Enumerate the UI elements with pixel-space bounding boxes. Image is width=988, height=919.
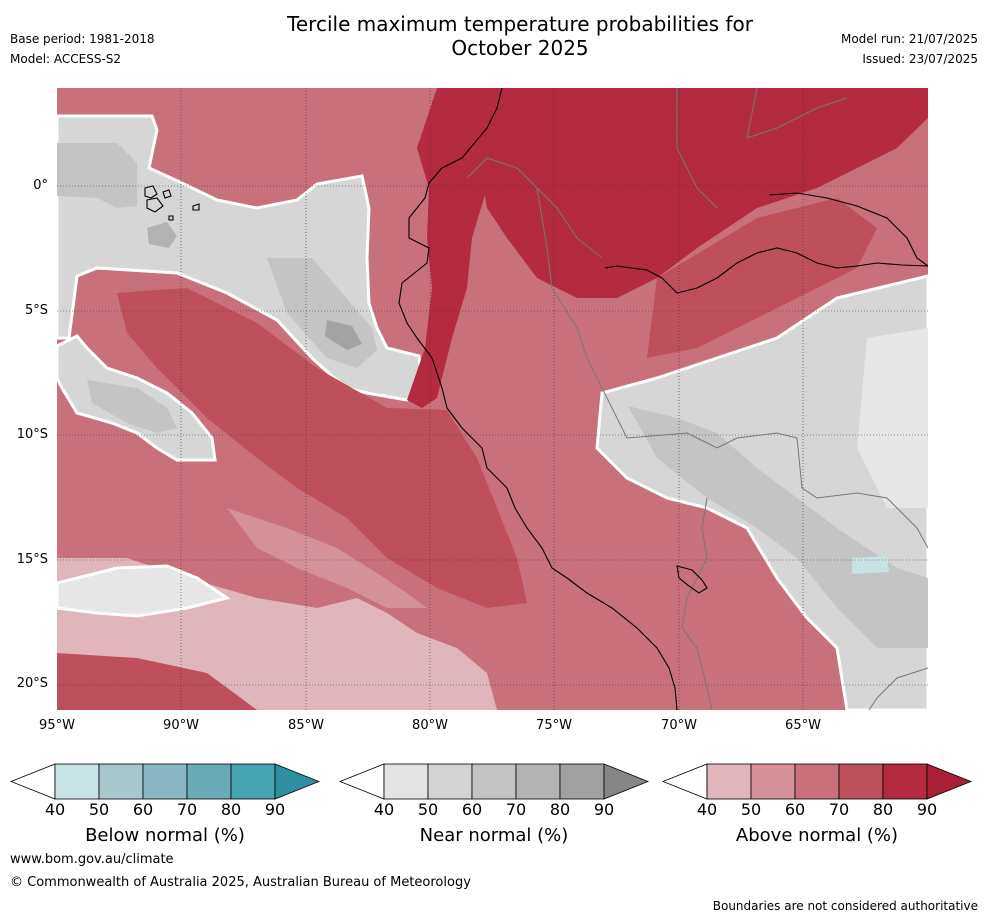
above-80-region-east [647, 198, 877, 358]
colorbar-below-segment-80 [230, 763, 276, 800]
lat-label-15s: 15°S [16, 552, 48, 567]
footer-disclaimer: Boundaries are not considered authoritat… [712, 899, 978, 913]
lon-label-95w: 95°W [39, 718, 75, 733]
near-normal-core-galapagos [147, 222, 177, 248]
above-50-region-south [227, 508, 427, 608]
colorbar-near-segment-80 [559, 763, 605, 800]
colorbar-above-segment-70 [838, 763, 884, 800]
graticule [57, 88, 928, 710]
meta-right: Model run: 21/07/2025 Issued: 23/07/2025 [841, 29, 978, 69]
near-normal-dark-offshore [325, 320, 362, 350]
colorbar-near-tick-90: 90 [593, 800, 615, 819]
issued-date: Issued: 23/07/2025 [862, 52, 978, 66]
lake-titicaca [676, 565, 708, 594]
colorbar-below-tick-60: 60 [132, 800, 154, 819]
colorbar-below-segment-60 [142, 763, 188, 800]
colorbar-above-tick-50: 50 [740, 800, 762, 819]
near-normal-region-southwest [57, 564, 231, 618]
colorbar-above-low-extend [662, 763, 708, 800]
footer-copyright: © Commonwealth of Australia 2025, Austra… [10, 875, 471, 890]
colorbar-near-segment-70 [515, 763, 561, 800]
above-80-band-offshore [117, 288, 527, 608]
below-normal-patch [852, 556, 889, 574]
colorbar-near-tick-50: 50 [417, 800, 439, 819]
near-normal-core-west [87, 380, 177, 433]
colorbar-above [662, 763, 972, 800]
colorbar-below-low-extend [10, 763, 56, 800]
colorbar-near-tick-40: 40 [373, 800, 395, 819]
colorbar-near-segment-60 [471, 763, 517, 800]
colorbar-above-tick-80: 80 [872, 800, 894, 819]
colorbar-near-tick-70: 70 [505, 800, 527, 819]
country-borders [466, 88, 928, 710]
lon-label-80w: 80°W [412, 718, 448, 733]
probability-map [57, 88, 928, 710]
colorbar-below-high-extend [274, 763, 320, 800]
colorbar-above-tick-70: 70 [828, 800, 850, 819]
colorbar-below-segment-40 [54, 763, 100, 800]
colorbar-below-segment-50 [98, 763, 144, 800]
colorbar-near-tick-60: 60 [461, 800, 483, 819]
model-name: Model: ACCESS-S2 [10, 52, 122, 66]
colorbar-below [10, 763, 320, 800]
colorbar-above-tick-40: 40 [696, 800, 718, 819]
coastline [398, 88, 678, 710]
colorbar-near-low-extend [339, 763, 385, 800]
lat-label-5s: 5°S [24, 303, 48, 318]
lon-label-85w: 85°W [288, 718, 324, 733]
footer-website: www.bom.gov.au/climate [10, 852, 174, 867]
colorbar-above-high-extend [926, 763, 972, 800]
title-line-1: Tercile maximum temperature probabilitie… [287, 12, 753, 36]
colorbar-below-tick-80: 80 [220, 800, 242, 819]
lat-label-10s: 10°S [16, 427, 48, 442]
colorbar-above-segment-60 [794, 763, 840, 800]
colorbar-below-tick-50: 50 [88, 800, 110, 819]
base-period: Base period: 1981-2018 [10, 32, 155, 46]
near-normal-light-east [857, 328, 928, 508]
near-normal-core-southeast [628, 406, 928, 648]
colorbar-near [339, 763, 649, 800]
colorbar-above-segment-50 [750, 763, 796, 800]
colorbar-above-tick-60: 60 [784, 800, 806, 819]
colorbar-near-segment-40 [383, 763, 429, 800]
colorbar-below-tick-70: 70 [176, 800, 198, 819]
colorbar-above-segment-80 [882, 763, 928, 800]
lon-label-90w: 90°W [163, 718, 199, 733]
colorbar-near-segment-50 [427, 763, 473, 800]
near-normal-core-north [57, 143, 137, 208]
colorbar-below-tick-40: 40 [44, 800, 66, 819]
colorbar-near-label: Near normal (%) [419, 825, 569, 846]
colorbar-below-label: Below normal (%) [85, 825, 245, 846]
lon-label-65w: 65°W [785, 718, 821, 733]
colorbar-below-segment-70 [186, 763, 232, 800]
amazon-river-north [768, 192, 928, 267]
colorbar-above-label: Above normal (%) [735, 825, 899, 846]
title-line-2: October 2025 [451, 36, 589, 60]
amazon-river [604, 247, 928, 294]
meta-left: Base period: 1981-2018 Model: ACCESS-S2 [10, 29, 155, 69]
colorbar-above-tick-90: 90 [916, 800, 938, 819]
map-title: Tercile maximum temperature probabilitie… [0, 12, 988, 60]
lat-label-20s: 20°S [16, 676, 48, 691]
colorbar-below-tick-90: 90 [264, 800, 286, 819]
lat-label-0: 0° [33, 178, 48, 193]
colorbar-near-high-extend [603, 763, 649, 800]
galapagos-islands [144, 185, 200, 221]
lon-label-70w: 70°W [661, 718, 697, 733]
colorbar-near-tick-80: 80 [549, 800, 571, 819]
above-80-region-southwest [57, 653, 257, 710]
model-run: Model run: 21/07/2025 [840, 32, 978, 46]
colorbar-above-segment-40 [706, 763, 752, 800]
lon-label-75w: 75°W [536, 718, 572, 733]
